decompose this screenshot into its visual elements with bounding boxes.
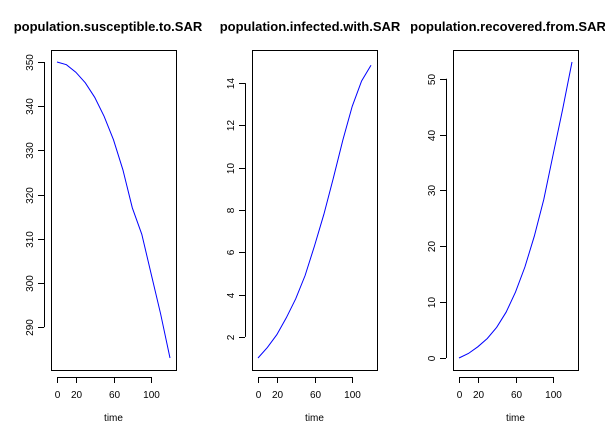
y-tick-label: 320 [25, 187, 36, 204]
plot-frame [453, 50, 579, 371]
y-tick-label: 12 [226, 120, 237, 132]
y-tick-label: 0 [427, 355, 438, 361]
x-axis-label: time [104, 413, 123, 424]
series-line [458, 61, 573, 359]
x-tick-label: 20 [272, 390, 284, 401]
x-tick-label: 0 [256, 390, 262, 401]
series-line [56, 61, 171, 359]
y-tick-label: 20 [427, 241, 438, 253]
y-tick-label: 4 [226, 292, 237, 298]
y-tick-label: 40 [427, 130, 438, 142]
y-tick-label: 30 [427, 185, 438, 197]
plot-frame [252, 50, 378, 371]
x-tick-label: 0 [457, 390, 463, 401]
x-tick-label: 60 [511, 390, 523, 401]
y-tick-label: 300 [25, 275, 36, 292]
panel-1: population.susceptible.to.SAR 0 20 60 100 tim… [14, 19, 203, 424]
x-tick-label: 20 [473, 390, 485, 401]
x-tick-label: 100 [344, 390, 361, 401]
y-tick-label: 350 [25, 54, 36, 71]
chart-title: population.infected.with.SAR [220, 19, 401, 34]
panel-2: population.infected.with.SAR 0 20 60 100 time… [220, 19, 401, 424]
x-tick-label: 100 [143, 390, 160, 401]
x-axis-label: time [305, 413, 324, 424]
plot-frame [51, 50, 177, 371]
x-tick-label: 0 [55, 390, 61, 401]
y-tick-label: 10 [226, 163, 237, 175]
x-tick-label: 100 [545, 390, 562, 401]
y-tick-label: 340 [25, 98, 36, 115]
chart-title: population.recovered.from.SAR [410, 19, 605, 34]
y-tick-label: 290 [25, 319, 36, 336]
y-tick-label: 50 [427, 74, 438, 86]
series-line [257, 64, 372, 359]
y-tick-label: 310 [25, 231, 36, 248]
y-tick-label: 330 [25, 142, 36, 159]
chart-title: population.susceptible.to.SAR [14, 19, 203, 34]
x-tick-label: 60 [109, 390, 121, 401]
y-tick-label: 8 [226, 207, 237, 213]
x-tick-label: 20 [71, 390, 83, 401]
y-tick-label: 2 [226, 334, 237, 340]
x-axis-label: time [506, 413, 525, 424]
y-tick-label: 14 [226, 78, 237, 90]
x-tick-label: 60 [310, 390, 322, 401]
y-tick-label: 6 [226, 249, 237, 255]
y-tick-label: 10 [427, 297, 438, 309]
